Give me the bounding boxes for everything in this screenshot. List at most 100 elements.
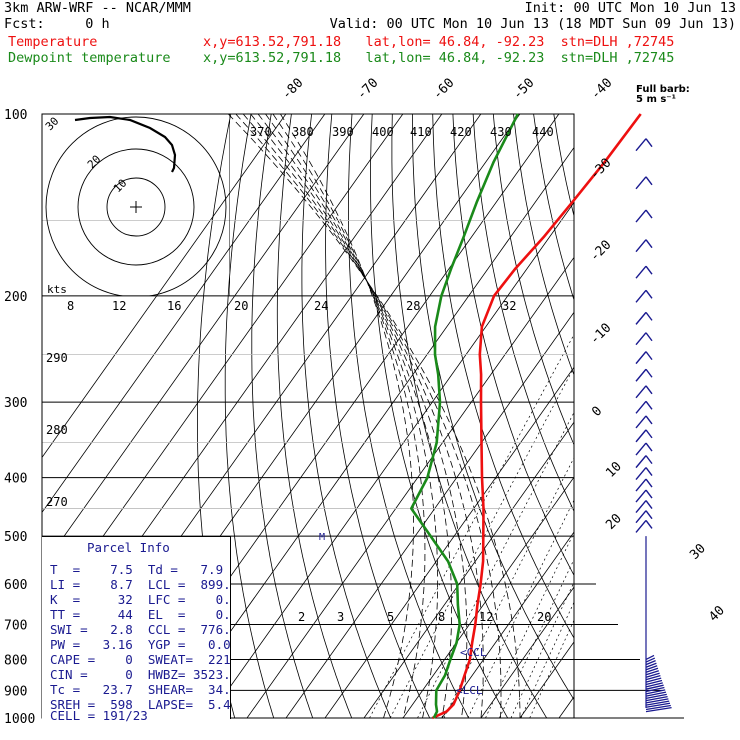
wind-barb-low: [645, 686, 665, 693]
wind-barb-flag: [645, 176, 653, 186]
wind-barb-staff: [635, 209, 647, 223]
parcel-row: SREH = 598 LAPSE= 5.4: [50, 697, 231, 712]
dry-adiabat-line: [715, 114, 740, 718]
parcel-row: CIN = 0 HWBZ= 3523.: [50, 667, 231, 682]
wind-barb-staff: [635, 520, 647, 533]
isotherm-tick-label: 10: [603, 459, 625, 481]
isotherm-line: [42, 114, 365, 568]
wind-barb-flag: [645, 429, 653, 439]
wind-barb-staff: [635, 415, 647, 429]
isotherm-line: [598, 114, 740, 718]
wind-barb-low: [645, 679, 663, 686]
pressure-tick-label: 600: [4, 578, 27, 593]
parcel-row: TT = 44 EL = 0.: [50, 607, 231, 622]
mixing-ratio-label: 8: [67, 299, 74, 313]
wind-barb-flag: [645, 467, 653, 477]
isotherm-tick-label: 20: [603, 511, 625, 533]
wind-barb-staff: [635, 138, 647, 152]
parcel-row: K = 32 LFC = 0.: [50, 592, 231, 607]
isotherm-tick-label: -80: [279, 76, 306, 103]
mixing-ratio-line: [510, 581, 574, 718]
valid-time: Valid: 00 UTC Mon 10 Jun 13 (18 MDT Sun …: [329, 16, 736, 32]
mixing-ratio-line: [529, 619, 574, 718]
mixing-ratio-label: 8: [438, 610, 445, 624]
wind-barb-low: [645, 660, 656, 666]
wind-barb-low: [645, 672, 660, 678]
legend-temperature-info: x,y=613.52,791.18 lat,lon= 46.84, -92.23…: [203, 34, 675, 50]
isotherm-tick-label: -20: [587, 238, 614, 265]
hodograph-ring: [45, 116, 227, 296]
isotherm-line: [637, 114, 740, 718]
theta-label: 410: [410, 125, 432, 139]
isotherm-tick-label: 40: [706, 603, 728, 625]
hodograph-ring-label: 20: [85, 153, 104, 172]
wind-barb-low: [645, 670, 659, 676]
dry-adiabat-line: [452, 114, 574, 577]
theta-label: 290: [46, 351, 68, 365]
wind-barb: [635, 500, 653, 514]
mixing-ratio-label: 2: [298, 610, 305, 624]
wind-barb-low: [645, 702, 671, 708]
dry-adiabat-line: [553, 114, 574, 218]
parcel-marker: M: [319, 532, 325, 543]
mixing-ratio-label: 24: [314, 299, 328, 313]
dewpoint-profile-line: [409, 113, 520, 719]
isotherm-line: [168, 146, 574, 718]
wind-barb: [635, 385, 653, 399]
theta-label: 440: [532, 125, 554, 139]
dry-adiabat-line: [675, 114, 740, 718]
wind-barb-low: [645, 675, 661, 681]
dry-adiabat-line: [492, 114, 574, 446]
wind-barb-low: [645, 704, 671, 711]
theta-label: 280: [46, 423, 68, 437]
wind-barb-flag: [645, 520, 653, 529]
mixing-ratio-label: 12: [479, 610, 493, 624]
wind-barb: [635, 176, 653, 190]
wind-barb-low: [645, 654, 655, 661]
isotherm-line: [42, 114, 287, 459]
isotherm-tick-label: 30: [687, 541, 709, 563]
pressure-tick-label: 400: [4, 472, 27, 487]
wind-barb: [635, 442, 653, 456]
wind-barb-staff: [635, 400, 647, 414]
wind-barb-flag: [645, 478, 653, 488]
pressure-tick-label: 700: [4, 618, 27, 633]
pressure-tick-label: 300: [4, 396, 27, 411]
hodograph-ring: [106, 177, 166, 237]
mixing-ratio-label: 12: [112, 299, 126, 313]
moist-adiabat-line: [257, 114, 453, 718]
mixing-ratio-label: 3: [337, 610, 344, 624]
isotherm-line: [363, 421, 574, 718]
wind-barb: [635, 478, 653, 492]
wind-barb-staff: [635, 467, 647, 481]
hodograph-unit-label: kts: [47, 283, 67, 296]
wind-barb: [635, 467, 653, 481]
wind-barb-flag: [645, 510, 653, 520]
mixing-ratio-line: [467, 499, 574, 718]
moist-adiabat-line: [250, 114, 468, 718]
mixing-ratio-line: [520, 601, 574, 718]
isotherm-line: [402, 476, 574, 718]
mixing-ratio-label: 20: [537, 610, 551, 624]
moist-adiabat-line: [242, 114, 484, 718]
wind-barb-low: [645, 665, 658, 671]
wind-barb: [635, 400, 653, 414]
pressure-tick-label: 800: [4, 653, 27, 668]
isotherm-tick-label: -70: [354, 76, 381, 103]
isotherm-line: [285, 311, 574, 718]
wind-barb-flag: [645, 500, 653, 510]
wind-barb-low: [645, 689, 666, 695]
wind-barb-low: [645, 700, 670, 706]
wind-barb-flag: [645, 265, 653, 275]
parcel-info-title: Parcel Info: [87, 540, 170, 555]
wind-barb-low: [645, 677, 662, 683]
wind-barb-staff: [635, 351, 647, 365]
barb-legend: Full barb: 5 m s⁻¹: [636, 85, 690, 105]
wind-barb-low: [645, 684, 664, 690]
mixing-ratio-line: [417, 411, 574, 718]
wind-barb: [635, 265, 653, 279]
parcel-row: LI = 8.7 LCL = 899.: [50, 577, 231, 592]
wind-barb-staff: [635, 311, 647, 325]
